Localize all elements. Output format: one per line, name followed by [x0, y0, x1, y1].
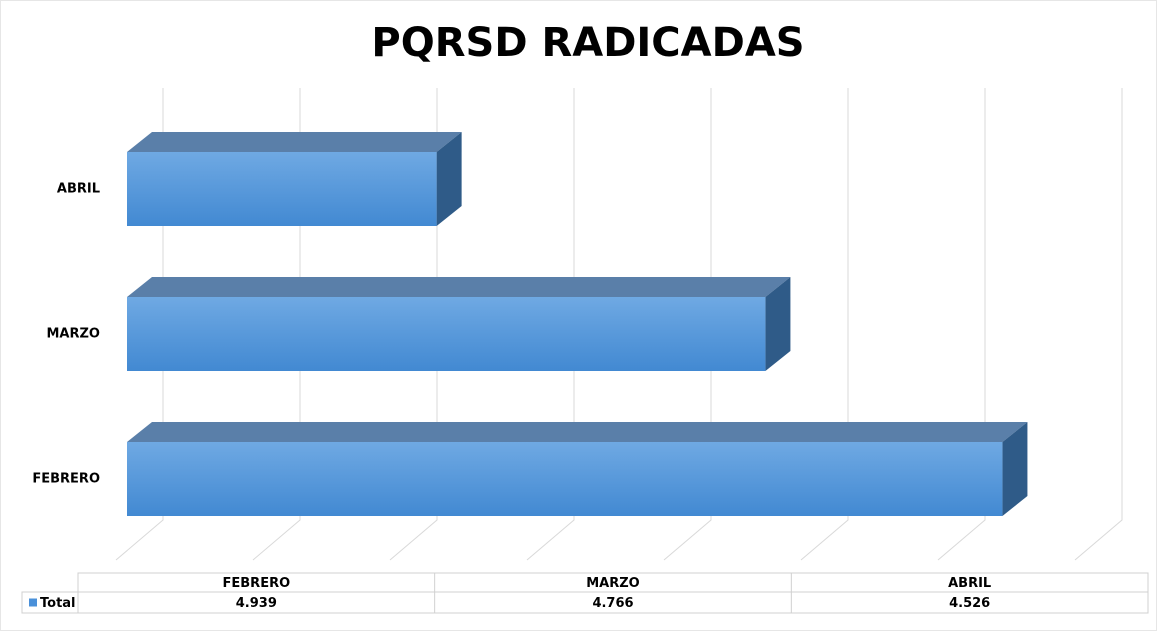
bar-front	[127, 297, 766, 371]
grid-line	[937, 88, 986, 561]
bar-front	[127, 152, 437, 226]
table-row-border	[21, 591, 1149, 614]
bar	[127, 132, 462, 226]
bar-top	[127, 422, 1028, 442]
legend-key	[29, 598, 37, 607]
bar-top	[127, 277, 791, 297]
grid-line	[252, 88, 301, 561]
grid-line	[1074, 88, 1123, 561]
table-value: 4.526	[949, 596, 990, 611]
grid-line	[800, 88, 849, 561]
table-value: 4.766	[592, 596, 633, 611]
grid-line	[526, 88, 575, 561]
table-header: FEBRERO	[223, 576, 291, 591]
grid-line	[389, 88, 438, 561]
bar-front	[127, 442, 1003, 516]
table-header: ABRIL	[948, 576, 991, 591]
table-header: MARZO	[586, 576, 640, 591]
bar	[127, 422, 1028, 516]
bar	[127, 277, 791, 371]
table-value: 4.939	[236, 596, 277, 611]
bar-top	[127, 132, 462, 152]
bar-side	[436, 132, 462, 226]
y-tick-label: MARZO	[47, 327, 101, 342]
bar-side	[765, 277, 791, 371]
grid-line	[115, 88, 164, 561]
y-tick-label: ABRIL	[57, 182, 100, 197]
bar-side	[1002, 422, 1028, 516]
y-tick-label: FEBRERO	[32, 472, 100, 487]
legend-label: Total	[40, 596, 76, 611]
grid-line	[663, 88, 712, 561]
chart-title: PQRSD RADICADAS	[371, 20, 804, 66]
